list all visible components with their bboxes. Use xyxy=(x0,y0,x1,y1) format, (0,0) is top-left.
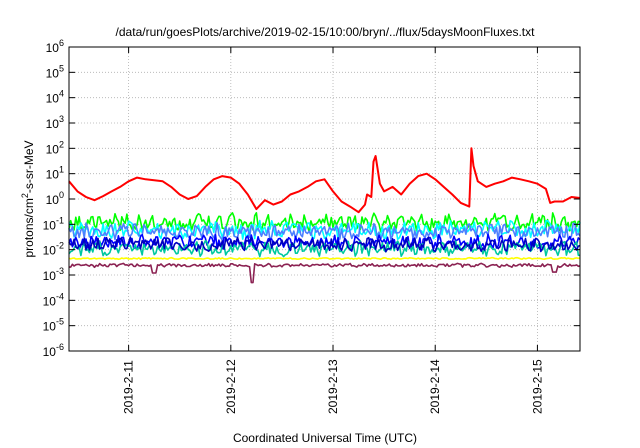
x-tick-label: 2019-2-13 xyxy=(326,359,340,414)
y-tick-label: 10-3 xyxy=(43,266,64,283)
y-axis-label-prefix: protons/cm xyxy=(22,198,36,257)
series-line-2 xyxy=(68,219,581,240)
series-line-1 xyxy=(68,212,581,233)
y-axis-label: protons/cm2-s-sr-MeV xyxy=(20,140,36,257)
x-tick-label: 2019-2-14 xyxy=(428,359,442,414)
grid-lines xyxy=(69,47,580,351)
y-tick-label: 10-2 xyxy=(43,241,64,258)
y-axis-label-suffix: -s-sr-MeV xyxy=(22,140,36,193)
y-axis-label-sup: 2 xyxy=(20,193,30,198)
series-line-3 xyxy=(68,222,581,242)
x-tick-label: 2019-2-11 xyxy=(122,360,136,414)
series-line-0 xyxy=(68,147,581,214)
data-series xyxy=(68,147,581,284)
y-tick-label: 100 xyxy=(46,190,64,207)
x-axis-label: Coordinated Universal Time (UTC) xyxy=(233,431,417,445)
y-tick-label: 103 xyxy=(46,114,64,131)
y-tick-label: 10-6 xyxy=(43,342,64,359)
series-line-6 xyxy=(68,236,581,253)
y-tick-label: 105 xyxy=(46,63,64,80)
x-tick-label: 2019-2-12 xyxy=(224,359,238,414)
chart-title: /data/run/goesPlots/archive/2019-02-15/1… xyxy=(116,25,536,39)
y-tick-label: 10-4 xyxy=(43,291,64,308)
y-tick-label: 10-1 xyxy=(43,215,64,232)
series-line-7 xyxy=(68,256,581,261)
x-tick-label: 2019-2-15 xyxy=(530,359,544,414)
y-tick-label: 102 xyxy=(46,139,64,156)
y-tick-label: 106 xyxy=(46,38,64,55)
y-axis: 10-6 10-5 10-4 10-3 10-2 10-1 100 101 102 103 104 1… xyxy=(43,38,580,359)
series-line-5 xyxy=(68,240,581,258)
y-tick-label: 104 xyxy=(46,89,64,106)
y-tick-label: 10-5 xyxy=(43,317,64,334)
y-tick-label: 101 xyxy=(46,165,64,182)
series-line-8 xyxy=(69,262,581,284)
x-axis: 2019-2-11 2019-2-12 2019-2-13 2019-2-14 2019… xyxy=(122,47,544,414)
